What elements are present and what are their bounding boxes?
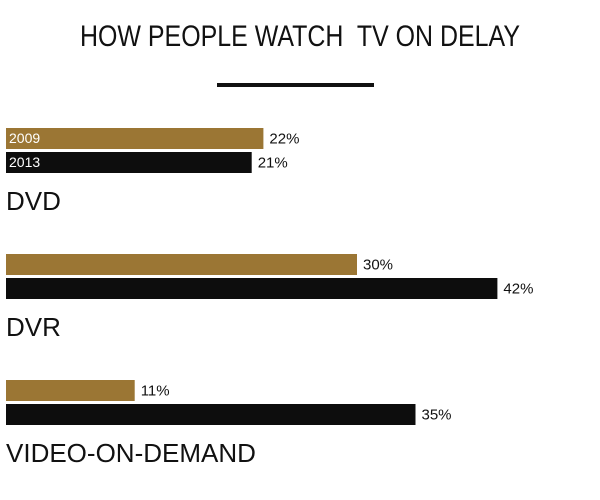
- category-label: DVR: [6, 312, 61, 342]
- category-label: DVD: [6, 186, 61, 216]
- value-label: 21%: [258, 154, 288, 171]
- category-label: VIDEO-ON-DEMAND: [6, 438, 256, 468]
- title-rule: [217, 83, 374, 87]
- bar: [6, 128, 264, 149]
- bar: [6, 254, 357, 275]
- legend-label: 2009: [9, 130, 40, 146]
- bar: [6, 278, 498, 299]
- value-label: 30%: [363, 256, 393, 273]
- value-label: 42%: [503, 280, 533, 297]
- bar: [6, 404, 416, 425]
- value-label: 22%: [269, 130, 299, 147]
- bar: [6, 152, 252, 173]
- legend-label: 2013: [9, 154, 40, 170]
- chart-title: HOW PEOPLE WATCH TV ON DELAY: [80, 20, 520, 53]
- value-label: 11%: [141, 382, 170, 399]
- value-label: 35%: [422, 406, 452, 423]
- bar: [6, 380, 135, 401]
